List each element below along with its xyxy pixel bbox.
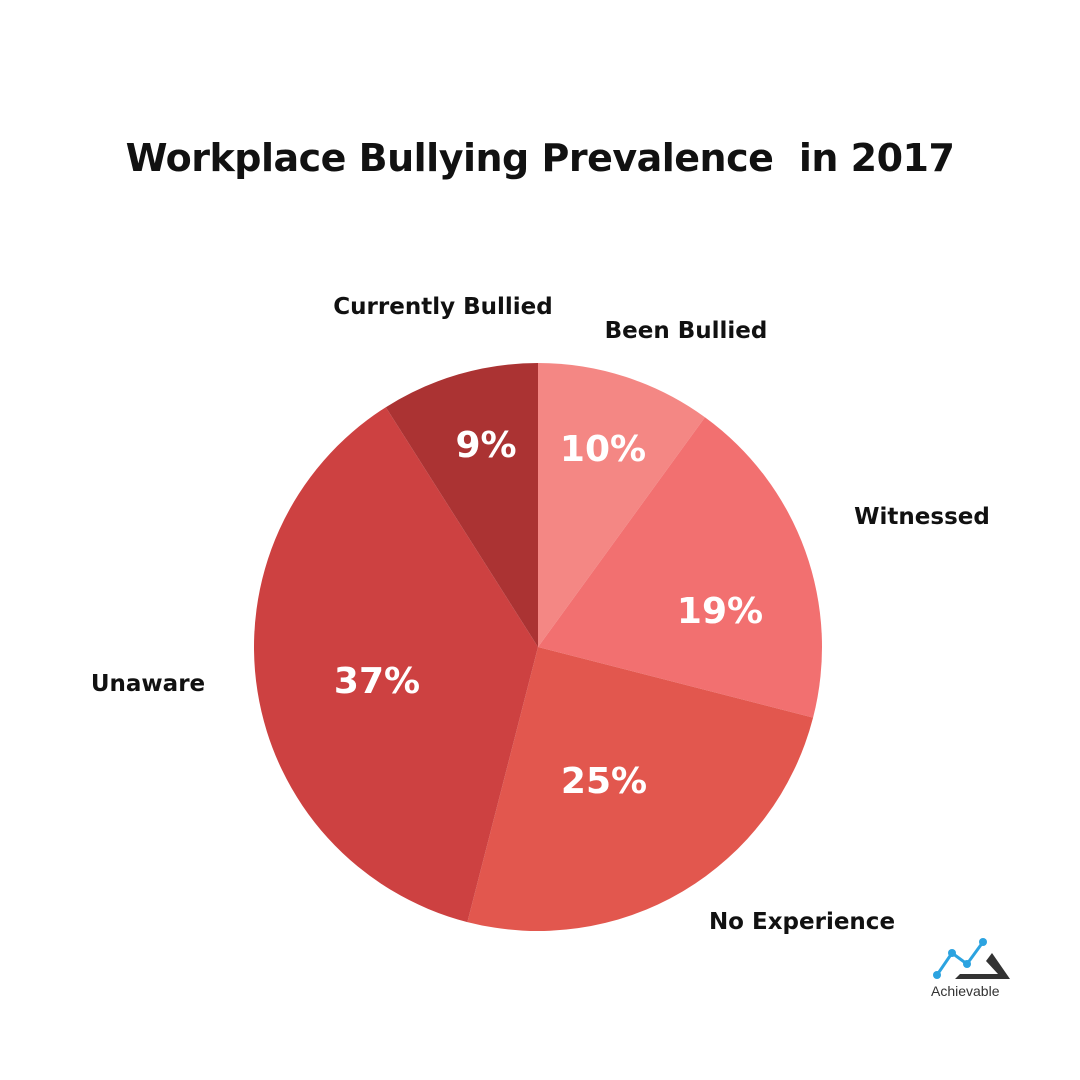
pie-slice-currently-bullied — [385, 363, 538, 647]
slice-category-label: Currently Bullied — [333, 294, 552, 320]
slice-value-label: 25% — [561, 761, 647, 802]
slice-category-label: Witnessed — [854, 504, 990, 530]
slice-category-label: Unaware — [91, 671, 205, 697]
slice-value-label: 19% — [677, 591, 763, 632]
slice-value-label: 37% — [334, 661, 420, 702]
pie-slice-been-bullied — [538, 363, 705, 647]
slice-value-label: 10% — [560, 429, 646, 470]
pie-slice-no-experience — [467, 647, 814, 931]
slice-category-label: No Experience — [709, 909, 895, 935]
pie-slice-witnessed — [538, 417, 822, 718]
slice-category-label: Been Bullied — [605, 318, 768, 344]
brand-name: Achievable — [931, 983, 1000, 999]
slice-value-label: 9% — [455, 425, 516, 466]
pie-slice-unaware — [253, 407, 538, 923]
chart-title: Workplace Bullying Prevalence in 2017 — [125, 136, 955, 180]
